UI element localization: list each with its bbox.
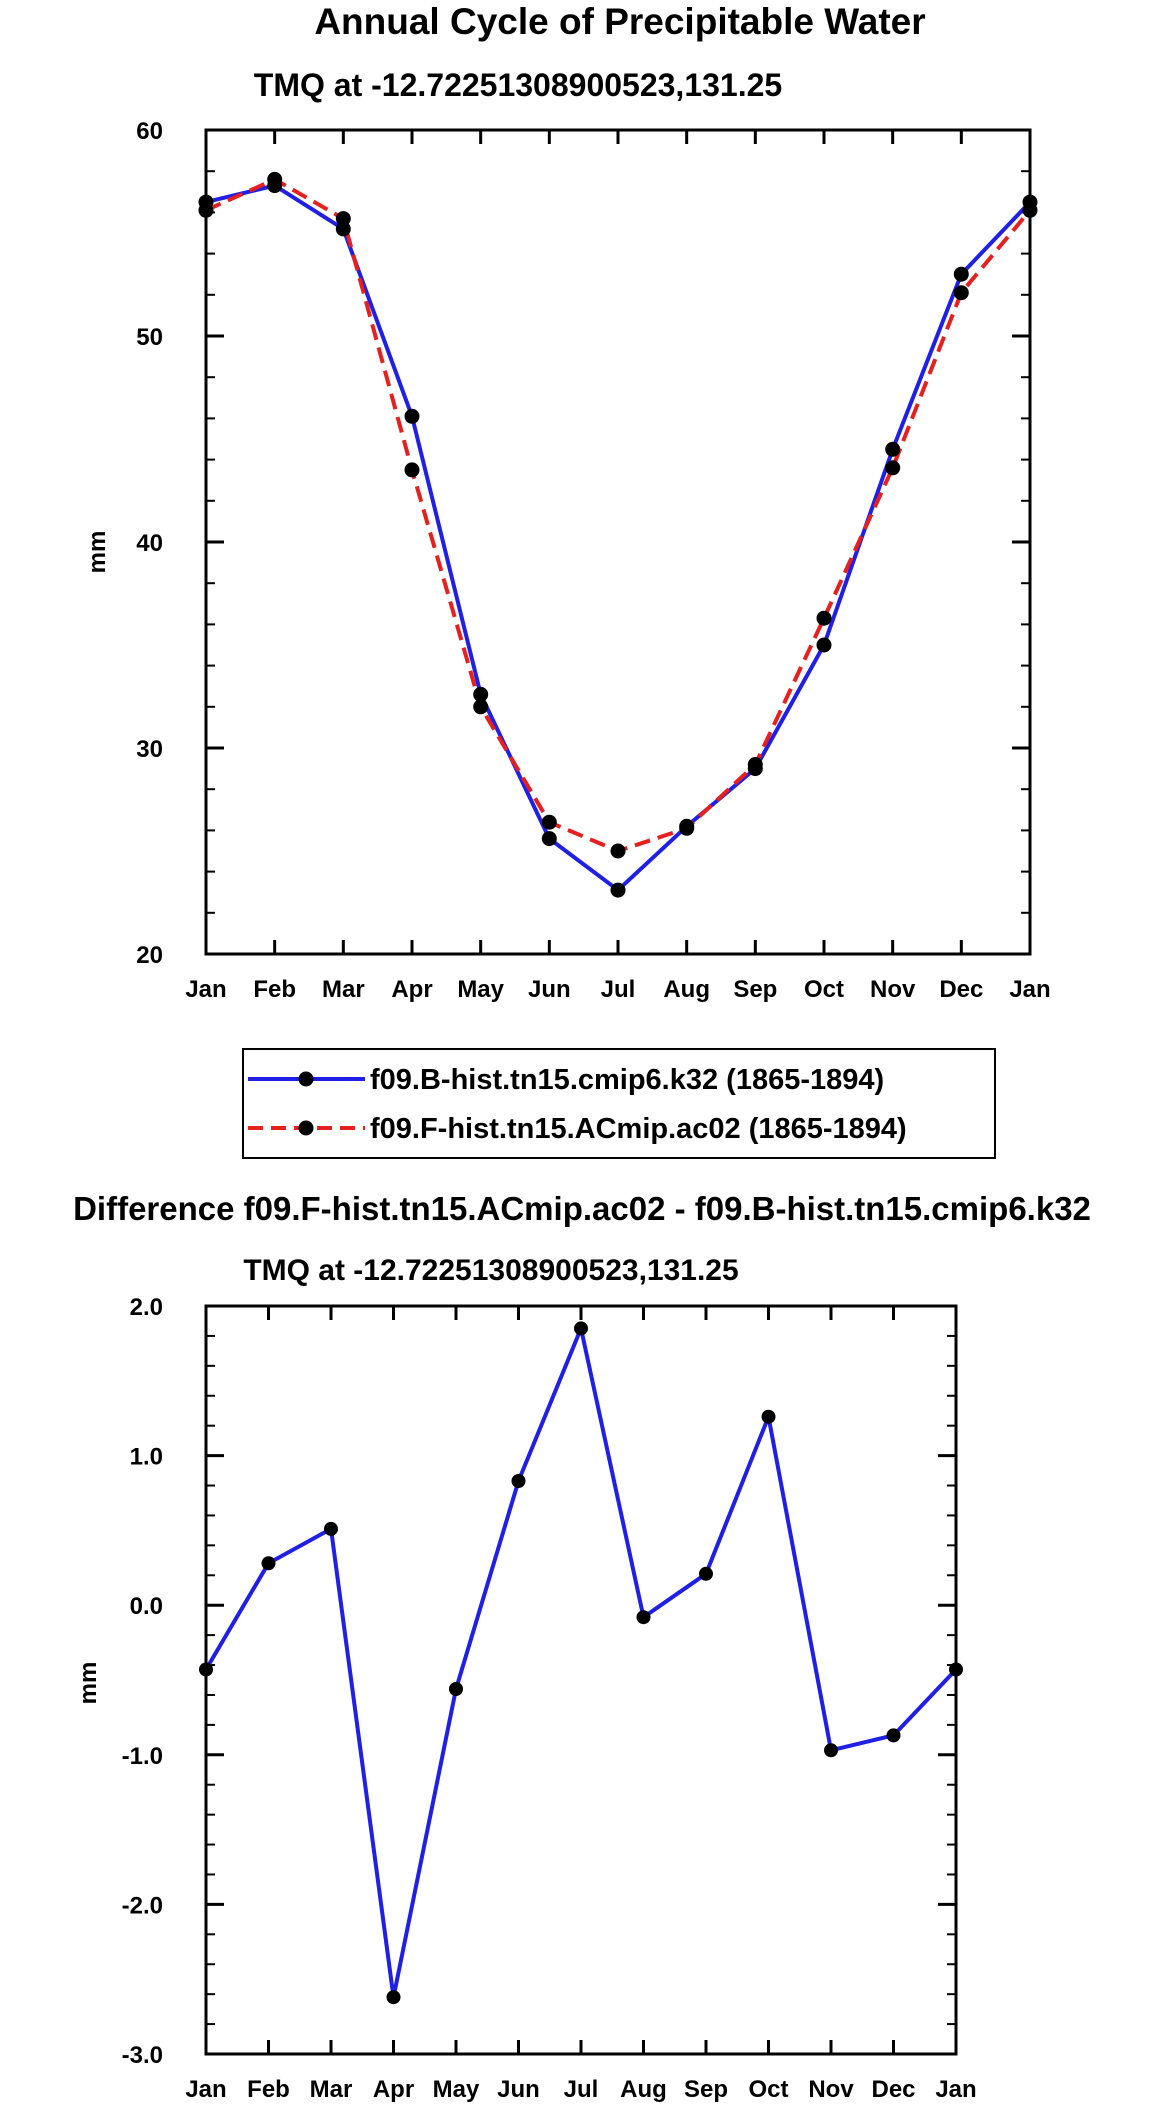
chart2-series-0-point	[449, 1682, 463, 1696]
chart1-xtick-label: Sep	[733, 976, 777, 1003]
chart1-ytick-label: 40	[136, 530, 163, 557]
chart2-series-0-point	[386, 1990, 401, 2005]
chart2-xtick-label: Apr	[373, 2076, 414, 2103]
chart2-xtick-label: Dec	[871, 2076, 915, 2103]
chart2-axes: Jan Feb Mar Apr May Jun Jul Aug Sep Oct Nov Dec Jan-…	[122, 1294, 977, 2103]
chart1-series	[198, 171, 1038, 898]
chart1-ytick-label: 20	[136, 942, 163, 969]
chart1-xtick-label: Feb	[253, 976, 296, 1003]
chart1-plot-area	[204, 128, 1032, 956]
chart1-ytick-label: 50	[136, 324, 163, 351]
chart2-frame	[204, 1304, 958, 2056]
chart2-series-0-point	[511, 1474, 526, 1488]
chart2-ytick-label: -2.0	[122, 1892, 163, 1919]
legend-label-f: f09.F-hist.tn15.ACmip.ac02 (1865-1894)	[370, 1113, 907, 1145]
chart1-series-1-point	[816, 610, 832, 626]
chart1-ytick-label: 60	[136, 118, 163, 145]
chart1-series-0-point	[541, 831, 557, 847]
chart1-xtick-label: Oct	[804, 976, 844, 1003]
chart2-ytick-label: 0.0	[130, 1593, 163, 1620]
chart1-axes: Jan Feb Mar Apr May Jun Jul Aug Sep Oct Nov Dec Jan 2…	[136, 118, 1050, 1003]
chart2-series-line-0	[204, 1326, 958, 2000]
chart2-series-0-point	[261, 1556, 276, 1571]
chart2-xtick-label: Aug	[620, 2076, 667, 2103]
chart2-xtick-label: Jun	[497, 2076, 540, 2103]
chart1-xtick-label: Mar	[322, 976, 365, 1003]
chart2-plot-area	[204, 1304, 958, 2056]
chart2-series-0-point	[699, 1566, 713, 1581]
chart1-series-1-point	[610, 843, 626, 859]
chart2-ytick-label: 2.0	[130, 1294, 163, 1321]
chart1-xtick-label: Jan	[185, 976, 226, 1003]
chart1-series-1-point	[953, 285, 969, 301]
chart1-series-1-point	[267, 171, 283, 187]
legend: f09.B-hist.tn15.cmip6.k32 (1865-1894) f0…	[242, 1048, 996, 1159]
chart1-series-0-point	[404, 408, 420, 424]
chart1-series-1-point	[198, 202, 214, 218]
chart1-series-0-point	[473, 686, 489, 702]
chart2-series-0-point	[324, 1521, 338, 1536]
chart1-title: Annual Cycle of Precipitable Water	[314, 1, 925, 42]
chart2-xtick-label: Nov	[808, 2076, 854, 2103]
chart1-series-line-1	[205, 177, 1032, 853]
chart2-xtick-label: Mar	[310, 2076, 353, 2103]
legend-marker-f	[298, 1120, 314, 1136]
chart2-series-0-point	[949, 1662, 963, 1677]
chart1-series-0-point	[816, 637, 832, 653]
chart1-xtick-label: Dec	[939, 976, 983, 1003]
chart2-subtitle: TMQ at -12.72251308900523,131.25	[243, 1254, 738, 1287]
chart2-xtick-label: Sep	[684, 2076, 728, 2103]
chart1-series-1-point	[404, 462, 420, 478]
chart2-series-0-point	[574, 1321, 588, 1336]
legend-box	[242, 1048, 996, 1159]
chart1-xtick-label: Jun	[528, 976, 571, 1003]
chart2-xtick-label: Jul	[564, 2076, 599, 2103]
chart1-series-0-point	[885, 441, 901, 457]
chart2-series-0-point	[636, 1610, 651, 1625]
chart1-series-1-point	[541, 814, 557, 830]
chart2-series-0-point	[824, 1743, 838, 1758]
chart1-ytick-label: 30	[136, 736, 163, 763]
chart1-series-line-0	[205, 183, 1032, 893]
chart1-series-0-point	[610, 882, 626, 898]
chart1-series-1-point	[335, 211, 351, 227]
chart1-xtick-label: Aug	[663, 976, 710, 1003]
chart2-xtick-label: Jan	[935, 2076, 976, 2103]
chart1-ylabel: mm	[84, 531, 111, 574]
chart2-title: Difference f09.F-hist.tn15.ACmip.ac02 - …	[73, 1190, 1091, 1227]
chart1-frame	[204, 128, 1032, 956]
legend-label-b: f09.B-hist.tn15.cmip6.k32 (1865-1894)	[370, 1064, 884, 1096]
chart1-xtick-label: Jul	[601, 976, 636, 1003]
chart1-series-0-point	[335, 221, 351, 237]
chart2-xtick-label: Feb	[247, 2076, 290, 2103]
chart1-xtick-label: Nov	[870, 976, 916, 1003]
chart2-xtick-label: Jan	[185, 2076, 226, 2103]
chart2-series-0-point	[886, 1728, 901, 1743]
chart2-ytick-label: -1.0	[122, 1743, 163, 1770]
chart2-series	[199, 1321, 963, 2005]
chart1-xtick-label: Apr	[391, 976, 432, 1003]
chart1-xtick-label: Jan	[1009, 976, 1050, 1003]
chart1-xtick-label: May	[457, 976, 504, 1003]
chart2-series-0-point	[761, 1409, 776, 1424]
chart2-xtick-label: May	[433, 2076, 480, 2103]
chart1-series-1-point	[885, 460, 901, 476]
chart1-series-1-point	[747, 757, 763, 772]
chart1-series-0-point	[953, 266, 969, 282]
chart1-series-1-point	[1022, 202, 1038, 218]
legend-marker-b	[298, 1071, 314, 1087]
chart2-ylabel: mm	[75, 1662, 102, 1705]
chart2-ytick-label: -3.0	[122, 2042, 163, 2069]
chart1-series-1-point	[679, 820, 695, 836]
chart2-ytick-label: 1.0	[130, 1444, 163, 1471]
chart1-subtitle: TMQ at -12.72251308900523,131.25	[254, 67, 782, 103]
chart2-xtick-label: Oct	[748, 2076, 788, 2103]
chart2-series-0-point	[199, 1662, 213, 1677]
chart1-series-1-point	[473, 699, 489, 715]
